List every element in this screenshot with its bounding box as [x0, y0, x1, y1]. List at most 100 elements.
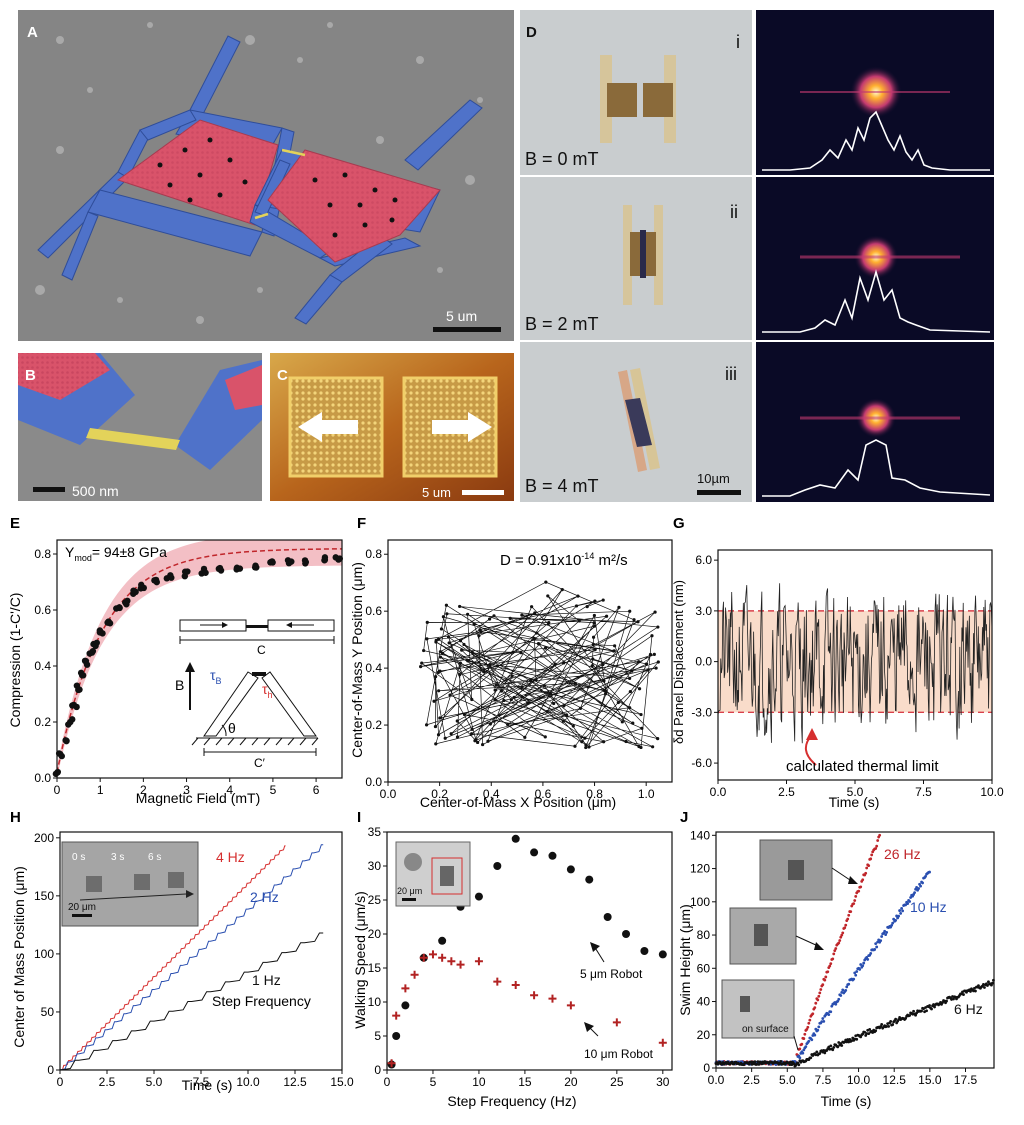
f-data-point [473, 739, 477, 743]
i-inset: 20 μm [395, 841, 471, 907]
f-data-point [620, 720, 624, 724]
f-data-point [650, 634, 654, 638]
f-data-point [640, 726, 644, 730]
j-point [891, 1023, 895, 1026]
i-point-10um [456, 960, 465, 969]
j-point [742, 1063, 746, 1067]
j-point [870, 853, 874, 857]
h-xtick-label: 7.5 [193, 1075, 210, 1089]
j-point [844, 923, 848, 927]
e-ytick-label: 0.0 [34, 771, 51, 785]
j-point [845, 1040, 849, 1044]
panel-label-j: J [680, 809, 688, 826]
scalebar-c [462, 490, 504, 495]
j-point [840, 933, 844, 937]
e-data-point [181, 572, 189, 580]
j-point [901, 909, 905, 913]
j-point [813, 1033, 817, 1037]
i-xtick-label: 30 [656, 1075, 670, 1089]
i-point-5um [603, 913, 612, 921]
e-ylabel: Compression (1-C'/C) [7, 593, 23, 728]
j-point [924, 874, 927, 878]
d-roman-3: iii [725, 364, 737, 384]
j-point [831, 957, 835, 961]
f-data-point [577, 619, 581, 623]
i-ytick-label: 5 [374, 1029, 381, 1043]
e-model-line [56, 548, 343, 773]
f-data-point [580, 740, 584, 744]
f-data-point [478, 628, 482, 632]
f-data-point [445, 612, 449, 616]
e-data-point [116, 604, 123, 612]
h-ytick-label: 150 [34, 889, 54, 903]
j-point [869, 952, 873, 955]
f-data-point [470, 697, 474, 702]
j-series-label: 10 Hz [910, 899, 947, 915]
i-series-label-5um: 5 μm Robot [580, 967, 643, 981]
f-data-point [653, 610, 657, 614]
j-point [866, 958, 870, 961]
g-plot-area: 0.0 2.5 5.0 7.5 10.0 -6.0 -3.0 0.0 3.0 6.0 [691, 549, 1004, 799]
f-data-point [512, 695, 516, 699]
j-point [875, 945, 879, 949]
j-point [899, 912, 903, 915]
g-ylabel: δd Panel Displacement (nm) [671, 580, 686, 744]
j-point [898, 909, 902, 912]
f-data-point [425, 620, 429, 625]
f-data-point [592, 613, 596, 618]
j-point [879, 939, 883, 943]
e-data-point [167, 572, 174, 579]
f-data-point [636, 620, 640, 624]
j-point [987, 980, 990, 984]
i-point-5um [474, 892, 483, 901]
f-data-point [612, 649, 616, 653]
e-plot-area: 0 1 2 3 4 5 6 0.0 0.2 0.4 0.6 0.8 [34, 539, 343, 797]
i-xtick-label: 5 [430, 1075, 437, 1089]
j-xtick-label: 7.5 [815, 1073, 832, 1087]
e-inset-theta: θ [228, 720, 236, 736]
j-point [973, 986, 976, 990]
j-point [821, 1017, 825, 1020]
j-ytick-label: 40 [697, 995, 711, 1009]
j-point [834, 947, 838, 950]
j-point [930, 1007, 933, 1011]
j-ytick-label: 20 [697, 1028, 711, 1042]
f-data-point [646, 668, 650, 672]
i-ytick-label: 30 [368, 859, 382, 873]
j-ytick-label: 0 [703, 1061, 710, 1075]
j-point [839, 935, 843, 939]
j-xtick-label: 5.0 [779, 1073, 796, 1087]
j-series-label: 26 Hz [884, 846, 921, 862]
j-insets: on surface [721, 839, 858, 1051]
h-series-line [59, 932, 324, 1071]
f-data-point [458, 604, 462, 609]
f-data-point [455, 719, 459, 723]
j-point [865, 866, 869, 870]
j-point [849, 910, 853, 914]
j-point [832, 1046, 836, 1049]
f-data-point [466, 659, 470, 663]
panel-i: I 0 5 10 15 20 25 30 0 5 10 15 20 25 30 35 20 μm Step … [352, 809, 673, 1109]
i-ytick-label: 0 [374, 1063, 381, 1077]
j-xtick-label: 12.5 [883, 1073, 907, 1087]
f-frame [387, 539, 673, 783]
f-data-point [592, 621, 596, 625]
f-data-point [546, 594, 550, 598]
f-annotation: D = 0.91x10-14 m²/s [500, 551, 628, 569]
j-point [829, 1044, 833, 1048]
j-point [857, 889, 861, 893]
j-point [920, 1009, 923, 1013]
f-data-point [439, 627, 444, 631]
j-point [878, 833, 882, 837]
d-field-1: B = 0 mT [525, 149, 599, 169]
e-xtick-label: 3 [183, 783, 190, 797]
f-data-point [624, 739, 628, 744]
panel-label-b: B [25, 367, 36, 384]
j-point [880, 935, 884, 938]
j-point [900, 906, 904, 910]
e-inset-c: C [257, 643, 266, 657]
f-data-point [601, 598, 605, 602]
j-point [858, 967, 862, 971]
f-data-point [648, 652, 653, 657]
e-xtick-label: 4 [226, 783, 233, 797]
